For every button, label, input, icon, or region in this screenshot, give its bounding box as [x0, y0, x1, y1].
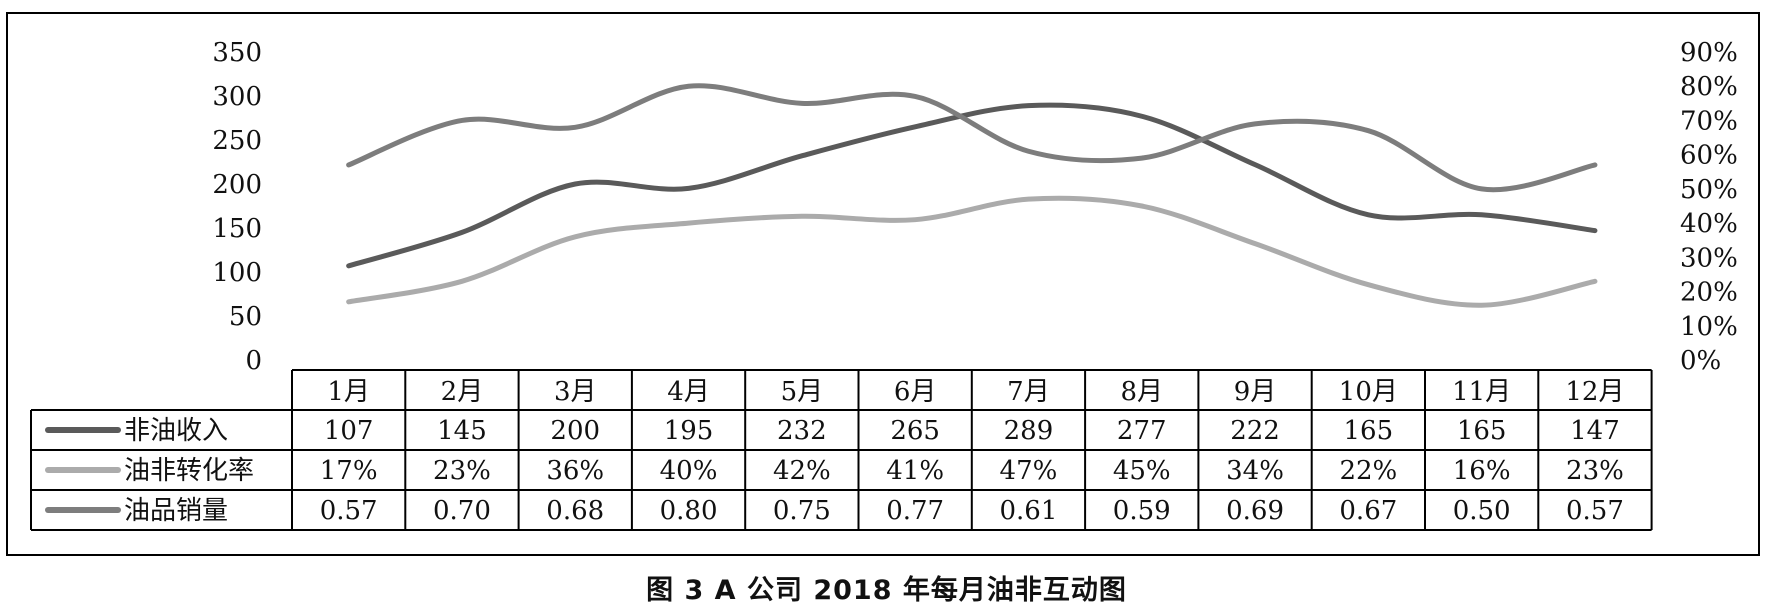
left-axis-tick: 350 [212, 38, 262, 68]
chart-svg: 350 300 250 200 150 100 50 0 90% 80% 70% 60% 50% 40% 3… [30, 38, 1738, 531]
x-axis-tick-label: 1月 [327, 377, 370, 407]
data-label-non-oil-revenue: 165 [1457, 416, 1507, 446]
data-label-conversion-rate: 36% [546, 456, 604, 486]
legend-label-conversion-rate: 油非转化率 [124, 456, 254, 486]
x-axis-tick-label: 7月 [1007, 377, 1050, 407]
right-axis-tick: 0% [1680, 346, 1721, 376]
data-label-conversion-rate: 23% [433, 456, 491, 486]
right-axis-tick: 60% [1680, 141, 1738, 171]
data-label-non-oil-revenue: 200 [550, 416, 600, 446]
data-label-conversion-rate: 17% [320, 456, 378, 486]
left-axis-tick: 100 [212, 258, 262, 288]
data-label-non-oil-revenue: 107 [324, 416, 374, 446]
data-label-conversion-rate: 22% [1339, 456, 1397, 486]
x-axis-tick-label: 6月 [894, 377, 937, 407]
data-label-conversion-rate: 16% [1453, 456, 1511, 486]
x-axis-tick-label: 4月 [667, 377, 710, 407]
data-label-oil-sales: 0.50 [1453, 496, 1511, 526]
data-label-non-oil-revenue: 165 [1344, 416, 1394, 446]
data-label-conversion-rate: 41% [886, 456, 944, 486]
data-label-conversion-rate: 34% [1226, 456, 1284, 486]
data-label-conversion-rate: 23% [1566, 456, 1624, 486]
x-axis-tick-label: 3月 [554, 377, 597, 407]
data-label-oil-sales: 0.59 [1113, 496, 1171, 526]
data-label-non-oil-revenue: 277 [1117, 416, 1167, 446]
data-label-non-oil-revenue: 195 [664, 416, 714, 446]
data-label-conversion-rate: 47% [1000, 456, 1058, 486]
data-label-conversion-rate: 40% [660, 456, 718, 486]
x-axis-tick-label: 2月 [441, 377, 484, 407]
data-label-non-oil-revenue: 222 [1230, 416, 1280, 446]
right-axis-tick: 70% [1680, 106, 1738, 136]
data-label-oil-sales: 0.75 [773, 496, 831, 526]
data-label-oil-sales: 0.70 [433, 496, 491, 526]
right-axis-tick: 90% [1680, 38, 1738, 68]
left-axis-tick: 150 [212, 214, 262, 244]
data-label-non-oil-revenue: 147 [1570, 416, 1620, 446]
data-label-conversion-rate: 45% [1113, 456, 1171, 486]
left-axis-tick: 0 [245, 346, 262, 376]
data-label-non-oil-revenue: 289 [1004, 416, 1054, 446]
data-label-conversion-rate: 42% [773, 456, 831, 486]
data-label-oil-sales: 0.69 [1226, 496, 1284, 526]
right-axis-tick: 40% [1680, 209, 1738, 239]
x-axis-tick-label: 9月 [1234, 377, 1277, 407]
left-axis-tick: 200 [212, 170, 262, 200]
data-label-non-oil-revenue: 265 [890, 416, 940, 446]
x-axis-tick-label: 8月 [1120, 377, 1163, 407]
data-label-non-oil-revenue: 232 [777, 416, 827, 446]
data-label-non-oil-revenue: 145 [437, 416, 487, 446]
legend-label-non-oil-revenue: 非油收入 [124, 416, 228, 446]
data-label-oil-sales: 0.61 [1000, 496, 1058, 526]
x-axis-tick-label: 10月 [1339, 377, 1398, 407]
figure-caption: 图 3 A 公司 2018 年每月油非互动图 [646, 575, 1127, 606]
right-axis-tick: 30% [1680, 243, 1738, 273]
series-line-non-oil-revenue [346, 102, 1598, 269]
series-line-oil-sales [346, 83, 1598, 193]
data-label-oil-sales: 0.57 [1566, 496, 1624, 526]
x-axis-tick-label: 12月 [1565, 377, 1624, 407]
right-axis-tick: 50% [1680, 175, 1738, 205]
left-axis-tick: 50 [229, 302, 262, 332]
data-label-oil-sales: 0.80 [660, 496, 718, 526]
data-label-oil-sales: 0.67 [1339, 496, 1397, 526]
x-axis-tick-label: 5月 [781, 377, 824, 407]
right-axis-tick: 10% [1680, 312, 1738, 342]
data-label-oil-sales: 0.68 [546, 496, 604, 526]
data-label-oil-sales: 0.77 [886, 496, 944, 526]
legend-label-oil-sales: 油品销量 [124, 496, 228, 526]
left-axis-tick: 300 [212, 82, 262, 112]
chart-frame [6, 12, 1760, 556]
x-axis-tick-label: 11月 [1452, 377, 1511, 407]
right-axis-tick: 80% [1680, 72, 1738, 102]
left-axis-tick: 250 [212, 126, 262, 156]
series-line-conversion-rate [346, 195, 1598, 308]
right-axis-tick: 20% [1680, 278, 1738, 308]
data-label-oil-sales: 0.57 [320, 496, 378, 526]
